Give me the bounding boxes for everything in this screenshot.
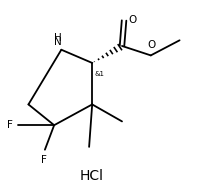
Text: N: N [54, 37, 62, 47]
Text: O: O [128, 15, 136, 25]
Text: F: F [41, 155, 47, 165]
Text: HCl: HCl [79, 169, 103, 184]
Text: F: F [7, 120, 12, 130]
Text: O: O [146, 40, 154, 50]
Text: H: H [54, 32, 62, 43]
Text: &1: &1 [94, 71, 104, 77]
